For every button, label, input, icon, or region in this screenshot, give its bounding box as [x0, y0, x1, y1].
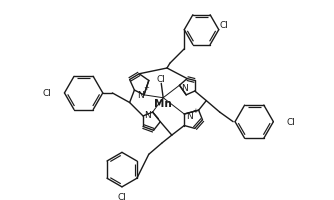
Text: N: N	[145, 110, 151, 119]
Text: Cl: Cl	[219, 21, 228, 30]
Text: +: +	[192, 108, 198, 114]
Text: Cl: Cl	[157, 75, 166, 84]
Text: Cl: Cl	[43, 89, 52, 98]
Text: +: +	[143, 85, 149, 91]
Text: Cl: Cl	[118, 192, 126, 200]
Text: Mn: Mn	[154, 98, 172, 108]
Text: N: N	[186, 112, 192, 121]
Text: N: N	[181, 83, 188, 92]
Text: N: N	[137, 91, 144, 100]
Text: Cl: Cl	[286, 118, 295, 127]
